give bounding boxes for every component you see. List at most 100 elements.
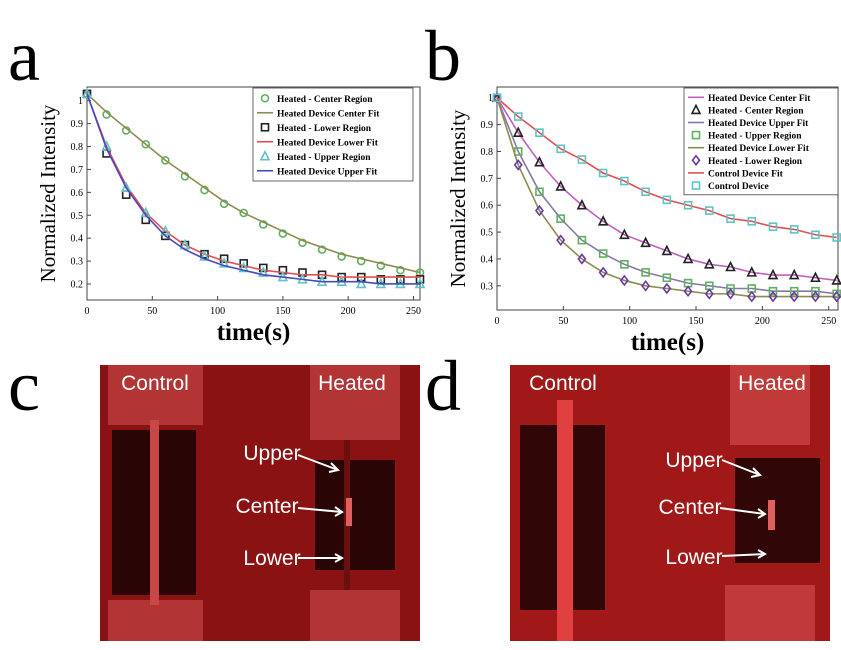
legend-label: Heated Device Upper Fit <box>708 119 809 129</box>
data-point <box>832 289 841 299</box>
y-tick-label: 0.4 <box>71 234 84 245</box>
data-point <box>120 181 132 193</box>
y-tick-label: 0.3 <box>71 257 84 268</box>
data-point <box>81 87 93 99</box>
data-point <box>598 168 608 178</box>
panel-letter: b <box>425 16 461 96</box>
data-point <box>535 187 544 197</box>
data-point <box>576 198 588 210</box>
x-tick-label: 100 <box>210 306 225 317</box>
data-point <box>535 128 544 137</box>
y-tick-label: 0.3 <box>481 281 494 292</box>
data-point <box>513 159 523 171</box>
x-tick-label: 0 <box>85 306 90 317</box>
fit-line <box>496 97 837 298</box>
data-point <box>725 260 736 272</box>
y-axis-label: Normalized Intensity <box>36 104 60 282</box>
data-point <box>415 275 425 284</box>
legend <box>683 87 839 196</box>
legend-marker <box>260 122 270 132</box>
data-point <box>577 235 587 245</box>
data-point <box>534 204 544 217</box>
legend-label: Heated Device Lower Fit <box>277 138 379 148</box>
data-point <box>788 268 800 280</box>
y-tick-label: 0.8 <box>481 147 494 158</box>
x-tick-label: 100 <box>622 316 637 327</box>
data-point <box>726 214 735 223</box>
data-point <box>512 126 524 137</box>
legend-label: Heated Device Upper Fit <box>277 167 378 177</box>
y-tick-label: 0.7 <box>71 165 84 176</box>
data-point <box>683 200 693 210</box>
data-point <box>768 222 778 232</box>
data-point <box>396 275 405 284</box>
x-axis-label: time(s) <box>217 319 291 346</box>
y-tick-label: 1 <box>488 93 493 104</box>
x-axis-label: time(s) <box>631 329 705 356</box>
data-point <box>597 215 609 226</box>
data-point <box>640 236 651 248</box>
data-point <box>577 253 587 265</box>
legend-marker <box>691 154 701 167</box>
y-axis-label: Normalized Intensity <box>446 109 470 287</box>
x-tick-label: 150 <box>689 316 704 327</box>
image-label: Heated <box>738 372 806 395</box>
x-tick-label: 0 <box>495 316 500 327</box>
data-point <box>662 273 672 283</box>
data-point <box>298 238 307 248</box>
image-label: Center <box>235 495 298 518</box>
panel-letter: d <box>425 346 461 426</box>
legend-label: Heated - Upper Region <box>277 153 371 163</box>
data-point <box>810 290 820 303</box>
data-point <box>355 277 367 289</box>
data-point <box>768 286 778 296</box>
data-point <box>704 288 714 300</box>
data-point <box>811 230 820 240</box>
fit-line <box>86 93 421 274</box>
data-point <box>831 274 841 285</box>
image-label: Control <box>529 372 597 395</box>
data-point <box>513 112 523 121</box>
data-point <box>746 266 758 277</box>
data-point <box>534 155 545 167</box>
panel-letter: a <box>8 16 40 96</box>
data-point <box>179 238 191 250</box>
data-point <box>832 233 841 242</box>
y-tick-label: 0.9 <box>71 119 84 130</box>
legend-label: Heated - Center Region <box>277 95 373 105</box>
legend-marker <box>260 93 270 103</box>
data-point <box>556 214 565 223</box>
legend-marker <box>259 149 271 161</box>
data-point <box>661 244 673 256</box>
fit-line <box>496 97 837 295</box>
data-point <box>376 261 386 270</box>
data-point <box>620 176 629 186</box>
data-point <box>641 280 651 292</box>
data-point <box>337 252 346 261</box>
image-label: Control <box>121 372 189 395</box>
data-point <box>704 206 714 215</box>
legend-label: Control Device Fit <box>708 169 784 179</box>
legend-label: Control Device <box>708 182 769 192</box>
data-point <box>662 282 672 295</box>
panel-letter: c <box>8 346 40 426</box>
data-point <box>811 286 820 296</box>
x-tick-label: 50 <box>558 316 568 327</box>
image-label: Upper <box>665 449 722 472</box>
fit-line <box>86 93 420 285</box>
y-tick-label: 0.5 <box>71 211 84 222</box>
data-point <box>619 274 629 287</box>
legend <box>252 87 414 182</box>
data-point <box>396 265 405 275</box>
data-point <box>789 225 799 234</box>
data-point <box>239 259 249 268</box>
y-tick-label: 1 <box>78 96 83 107</box>
y-tick-label: 0.6 <box>71 188 84 199</box>
legend-label: Heated Device Center Fit <box>277 109 380 119</box>
data-point <box>598 266 608 279</box>
data-point <box>789 290 799 303</box>
data-point <box>218 257 230 268</box>
data-point <box>199 250 210 261</box>
data-point <box>161 155 170 165</box>
